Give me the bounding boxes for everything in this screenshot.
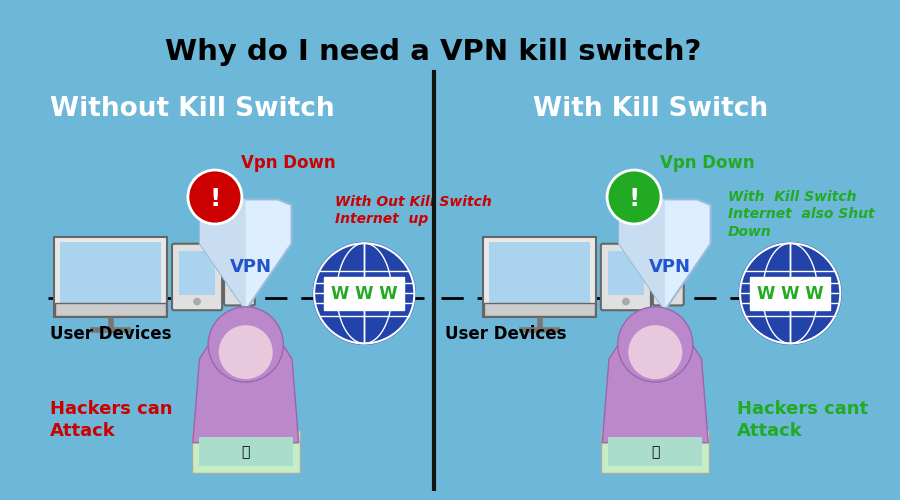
Circle shape bbox=[628, 325, 682, 379]
Text: Internet  also Shut: Internet also Shut bbox=[727, 208, 874, 222]
Text: 🕷: 🕷 bbox=[651, 446, 660, 460]
Text: Vpn Down: Vpn Down bbox=[241, 154, 336, 172]
Text: Attack: Attack bbox=[50, 422, 116, 440]
Circle shape bbox=[740, 244, 841, 344]
FancyBboxPatch shape bbox=[56, 303, 166, 316]
Text: VPN: VPN bbox=[649, 258, 690, 276]
FancyBboxPatch shape bbox=[608, 252, 644, 295]
Text: VPN: VPN bbox=[230, 258, 272, 276]
Text: With Kill Switch: With Kill Switch bbox=[533, 96, 768, 122]
Text: 🕷: 🕷 bbox=[241, 446, 250, 460]
Text: With  Kill Switch: With Kill Switch bbox=[727, 190, 856, 204]
Circle shape bbox=[188, 170, 242, 224]
FancyBboxPatch shape bbox=[751, 277, 830, 310]
Text: User Devices: User Devices bbox=[446, 325, 567, 343]
Text: W W W: W W W bbox=[331, 286, 398, 304]
FancyBboxPatch shape bbox=[199, 437, 292, 466]
Circle shape bbox=[608, 170, 662, 224]
Text: Internet  up: Internet up bbox=[336, 212, 428, 226]
FancyBboxPatch shape bbox=[54, 236, 167, 318]
Text: User Devices: User Devices bbox=[50, 325, 172, 343]
FancyBboxPatch shape bbox=[172, 244, 222, 310]
FancyBboxPatch shape bbox=[325, 277, 404, 310]
Text: Vpn Down: Vpn Down bbox=[660, 154, 755, 172]
Text: Attack: Attack bbox=[737, 422, 803, 440]
FancyBboxPatch shape bbox=[489, 242, 590, 306]
FancyBboxPatch shape bbox=[224, 248, 255, 306]
Polygon shape bbox=[619, 200, 665, 310]
Text: !: ! bbox=[628, 187, 640, 211]
FancyBboxPatch shape bbox=[659, 257, 678, 291]
Text: Hackers cant: Hackers cant bbox=[737, 400, 868, 418]
FancyBboxPatch shape bbox=[230, 257, 249, 291]
Text: Without Kill Switch: Without Kill Switch bbox=[50, 96, 335, 122]
Text: Why do I need a VPN kill switch?: Why do I need a VPN kill switch? bbox=[166, 38, 702, 66]
Circle shape bbox=[208, 307, 284, 382]
FancyBboxPatch shape bbox=[608, 437, 703, 466]
FancyBboxPatch shape bbox=[601, 244, 651, 310]
Polygon shape bbox=[200, 200, 292, 310]
Text: With Out Kill Switch: With Out Kill Switch bbox=[336, 195, 492, 209]
FancyBboxPatch shape bbox=[60, 242, 161, 306]
Polygon shape bbox=[193, 318, 299, 442]
Circle shape bbox=[622, 298, 630, 306]
Circle shape bbox=[194, 298, 201, 306]
Polygon shape bbox=[200, 200, 246, 310]
Text: Hackers can: Hackers can bbox=[50, 400, 173, 418]
Circle shape bbox=[314, 244, 414, 344]
FancyBboxPatch shape bbox=[652, 248, 684, 306]
Polygon shape bbox=[619, 200, 711, 310]
Text: W W W: W W W bbox=[757, 286, 824, 304]
FancyBboxPatch shape bbox=[483, 236, 596, 318]
FancyBboxPatch shape bbox=[192, 430, 300, 472]
Circle shape bbox=[617, 307, 693, 382]
Text: Down: Down bbox=[727, 224, 771, 238]
FancyBboxPatch shape bbox=[601, 430, 709, 472]
Polygon shape bbox=[602, 318, 708, 442]
Circle shape bbox=[219, 325, 273, 379]
FancyBboxPatch shape bbox=[179, 252, 215, 295]
FancyBboxPatch shape bbox=[484, 303, 595, 316]
Text: !: ! bbox=[209, 187, 220, 211]
